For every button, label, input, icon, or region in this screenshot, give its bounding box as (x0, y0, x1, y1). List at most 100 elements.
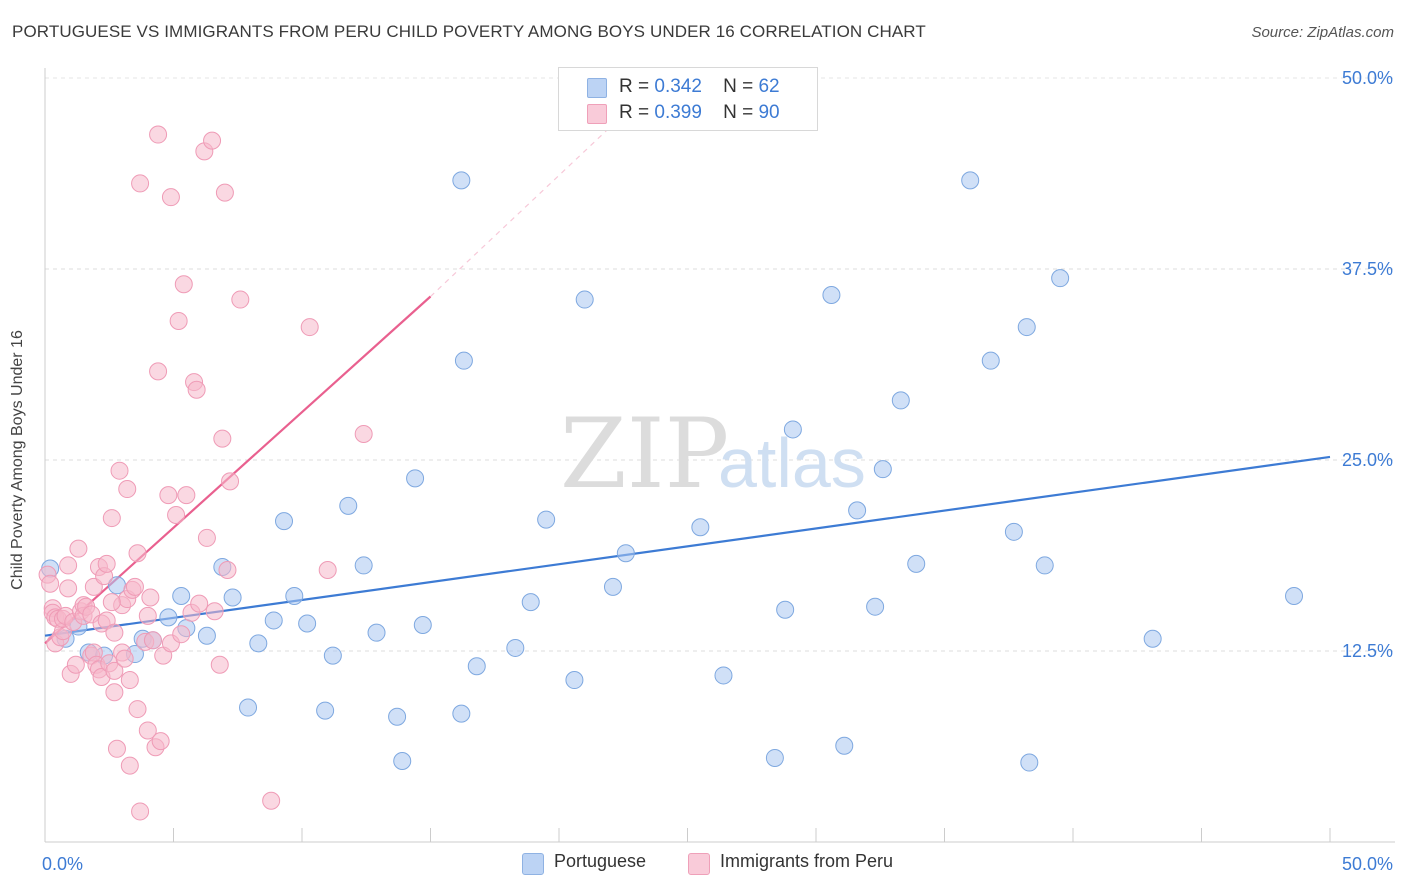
point-portuguese (264, 611, 283, 630)
legend-n-value-portuguese: 62 (758, 76, 780, 97)
chart-title: PORTUGUESE VS IMMIGRANTS FROM PERU CHILD… (12, 22, 926, 41)
axes (44, 68, 1395, 843)
series-peru (38, 125, 373, 821)
y-tick-label: 12.5% (1342, 641, 1393, 661)
point-peru (159, 486, 178, 505)
x-tick-label-min: 0.0% (42, 854, 83, 874)
point-peru (177, 486, 196, 505)
legend-r-value-portuguese: 0.342 (654, 76, 702, 97)
point-peru (41, 574, 60, 593)
point-portuguese (339, 496, 358, 515)
point-portuguese (323, 646, 342, 665)
point-portuguese (452, 171, 471, 190)
y-tick-label: 37.5% (1342, 259, 1393, 279)
legend-n-value-peru: 90 (758, 102, 780, 123)
point-portuguese (891, 391, 910, 410)
point-peru (66, 655, 85, 674)
point-portuguese (1017, 318, 1036, 337)
point-peru (149, 362, 168, 381)
gridlines (45, 77, 1395, 652)
point-peru (59, 579, 78, 598)
point-portuguese (776, 600, 795, 619)
point-peru (125, 577, 144, 596)
legend-label-portuguese: Portuguese (554, 851, 647, 871)
point-peru (102, 593, 121, 612)
point-peru (120, 756, 139, 775)
point-portuguese (848, 501, 867, 520)
point-portuguese (1020, 753, 1039, 772)
trend-extension-peru (430, 126, 611, 297)
point-portuguese (388, 707, 407, 726)
point-peru (262, 791, 281, 810)
point-portuguese (298, 614, 317, 633)
point-portuguese (367, 623, 386, 642)
trend-lines (44, 126, 1331, 645)
legend-swatch-peru (587, 104, 607, 124)
point-portuguese (537, 510, 556, 529)
point-portuguese (835, 736, 854, 755)
legend-swatch-portuguese (522, 853, 544, 875)
point-peru (115, 649, 134, 668)
y-tick-label: 50.0% (1342, 68, 1393, 88)
legend-label-peru: Immigrants from Peru (720, 851, 894, 871)
point-peru (231, 290, 250, 309)
point-portuguese (223, 588, 242, 607)
point-portuguese (1051, 269, 1070, 288)
data-points (38, 125, 1304, 821)
point-peru (128, 700, 147, 719)
point-peru (120, 671, 139, 690)
point-portuguese (354, 556, 373, 575)
point-portuguese (873, 460, 892, 479)
point-peru (131, 174, 150, 193)
point-portuguese (197, 626, 216, 645)
point-peru (174, 275, 193, 294)
point-portuguese (452, 704, 471, 723)
trend-line-portuguese (44, 455, 1331, 637)
point-portuguese (565, 671, 584, 690)
point-portuguese (575, 290, 594, 309)
point-portuguese (506, 638, 525, 657)
y-axis-label: Child Poverty Among Boys Under 16 (9, 330, 26, 590)
point-portuguese (285, 586, 304, 605)
point-portuguese (316, 701, 335, 720)
watermark-zip: ZIP (560, 398, 729, 510)
legend-swatch-portuguese (587, 78, 607, 98)
point-portuguese (393, 752, 412, 771)
point-portuguese (603, 577, 622, 596)
point-peru (215, 183, 234, 202)
point-peru (141, 588, 160, 607)
point-peru (190, 594, 209, 613)
point-peru (318, 561, 337, 580)
point-peru (102, 509, 121, 528)
point-peru (105, 623, 124, 642)
point-portuguese (406, 469, 425, 488)
point-peru (213, 429, 232, 448)
point-peru (169, 311, 188, 330)
point-peru (167, 506, 186, 525)
point-peru (97, 554, 116, 573)
series-legend: Portuguese Immigrants from Peru (0, 851, 1406, 879)
point-peru (187, 380, 206, 399)
point-peru (107, 739, 126, 758)
point-portuguese (714, 666, 733, 685)
point-peru (197, 528, 216, 547)
point-portuguese (275, 512, 294, 531)
point-peru (151, 732, 170, 751)
point-peru (69, 539, 88, 558)
point-portuguese (454, 351, 473, 370)
point-portuguese (1004, 522, 1023, 541)
point-peru (131, 802, 150, 821)
point-peru (300, 318, 319, 337)
point-peru (105, 661, 124, 680)
point-peru (143, 631, 162, 650)
point-peru (128, 544, 147, 563)
point-peru (118, 480, 137, 499)
point-peru (172, 625, 191, 644)
point-peru (110, 461, 129, 480)
legend-swatch-peru (688, 853, 710, 875)
x-tick-label-max: 50.0% (1342, 854, 1393, 874)
point-peru (138, 721, 157, 740)
point-peru (205, 602, 224, 621)
point-portuguese (866, 597, 885, 616)
